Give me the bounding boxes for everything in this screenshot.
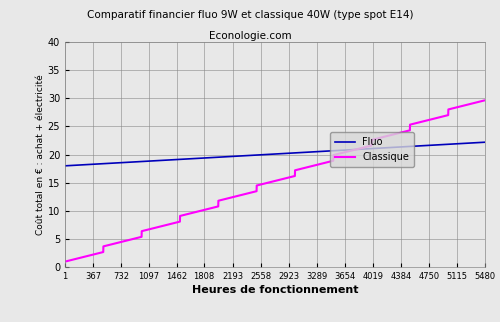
- Line: Fluo: Fluo: [65, 142, 485, 166]
- Text: Econologie.com: Econologie.com: [208, 31, 292, 41]
- Fluo: [262, 153, 268, 156]
- Classique: [262, 182, 268, 185]
- Text: Comparatif financier fluo 9W et classique 40W (type spot E14): Comparatif financier fluo 9W et classiqu…: [87, 10, 413, 20]
- Y-axis label: Coût total en € : achat + électricité: Coût total en € : achat + électricité: [36, 74, 45, 235]
- Classique: [66, 259, 72, 262]
- Classique: [127, 238, 133, 242]
- Fluo: [62, 164, 68, 168]
- X-axis label: Heures de fonctionnement: Heures de fonctionnement: [192, 285, 358, 295]
- Fluo: [85, 163, 91, 166]
- Classique: [438, 115, 444, 119]
- Fluo: [127, 160, 133, 164]
- Classique: [230, 195, 235, 199]
- Fluo: [66, 164, 72, 167]
- Classique: [85, 254, 91, 258]
- Line: Classique: Classique: [65, 100, 485, 261]
- Fluo: [438, 143, 444, 147]
- Legend: Fluo, Classique: Fluo, Classique: [330, 132, 414, 167]
- Fluo: [230, 155, 235, 158]
- Classique: [62, 260, 68, 263]
- Classique: [482, 98, 488, 102]
- Fluo: [482, 140, 488, 144]
